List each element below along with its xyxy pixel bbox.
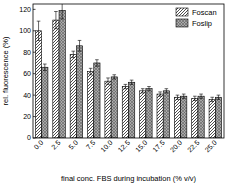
x-tick [145, 136, 146, 139]
y-tick [33, 73, 36, 74]
x-tick [163, 136, 164, 139]
x-tick [93, 136, 94, 139]
error-bar [130, 80, 134, 84]
bar [88, 72, 94, 138]
bar [76, 46, 82, 138]
bar [209, 99, 215, 138]
x-tick-label: 7.5 [85, 139, 97, 151]
bar [111, 77, 117, 138]
bar [129, 82, 135, 138]
x-tick-label: 0.0 [33, 139, 45, 151]
x-tick-label: 12.5 [117, 139, 132, 154]
error-bar [147, 87, 151, 91]
frame [33, 4, 224, 138]
bar [94, 63, 100, 138]
x-tick-label: 17.5 [151, 139, 166, 154]
error-bar [106, 78, 110, 84]
x-tick-label: 15.0 [134, 139, 149, 154]
chart: 0 20 40 60 80 100 120 0.0 2.5 5.0 7.510.012.515.01… [0, 0, 228, 186]
bar [122, 87, 128, 138]
bar [157, 94, 163, 138]
legend-swatch [176, 19, 188, 27]
x-tick-label: 10.0 [99, 139, 114, 154]
legend-swatch [176, 8, 188, 16]
error-bar [60, 4, 64, 19]
x-tick [59, 136, 60, 139]
x-tick-label: 22.5 [186, 139, 201, 154]
y-tick-label: 20 [23, 113, 31, 120]
error-bar [193, 96, 197, 100]
bar [192, 98, 198, 138]
y-tick-label: 100 [19, 27, 31, 34]
error-bar [217, 95, 221, 99]
error-bar [95, 60, 99, 66]
error-bar [112, 75, 116, 79]
bar [140, 91, 146, 138]
y-tick-label: 120 [19, 6, 31, 13]
x-tick-label: 25.0 [203, 139, 218, 154]
bar [181, 96, 187, 138]
bar [174, 97, 180, 138]
x-tick [128, 136, 129, 139]
bar [59, 10, 65, 138]
y-tick [33, 9, 36, 10]
error-bar [210, 97, 214, 101]
y-tick-label: 80 [23, 49, 31, 56]
x-tick [76, 136, 77, 139]
error-bar [124, 84, 128, 88]
x-tick-label: 20.0 [169, 139, 184, 154]
error-bar [165, 89, 169, 93]
x-tick [41, 136, 42, 139]
bar [35, 31, 41, 138]
x-tick-label: 5.0 [67, 139, 79, 151]
y-tick-label: 40 [23, 92, 31, 99]
error-bar [141, 89, 145, 93]
y-tick [33, 116, 36, 117]
legend-label: Foscan [192, 8, 217, 17]
y-tick [33, 95, 36, 96]
error-bar [78, 40, 82, 51]
x-tick [197, 136, 198, 139]
bar [198, 96, 204, 138]
bars [35, 4, 221, 138]
error-bar [89, 68, 93, 74]
y-tick [33, 52, 36, 53]
error-bar [199, 94, 203, 98]
x-axis-title: final conc. FBS during incubation (% v/v… [61, 174, 197, 183]
error-bar [158, 92, 162, 96]
error-bar [182, 94, 186, 98]
error-bar [176, 95, 180, 99]
legend: Foscan Foslip [176, 8, 217, 28]
x-tick-label: 2.5 [50, 139, 62, 151]
bar [70, 54, 76, 138]
legend-label: Foslip [192, 19, 212, 28]
y-tick-label: 60 [23, 70, 31, 77]
bar [163, 91, 169, 138]
y-tick [33, 30, 36, 31]
error-bar [71, 51, 75, 57]
x-tick [215, 136, 216, 139]
y-axis-title: rel. fluorescence (%) [1, 36, 10, 105]
x-tick [111, 136, 112, 139]
error-bar [43, 64, 47, 70]
bar [42, 67, 48, 138]
y-tick-label: 0 [27, 134, 31, 141]
bar [53, 20, 59, 138]
bar [146, 89, 152, 138]
x-tick [180, 136, 181, 139]
y-tick [33, 138, 36, 139]
bar [105, 81, 111, 138]
bar [215, 97, 221, 138]
error-bar [37, 21, 41, 40]
error-bar [54, 12, 58, 29]
